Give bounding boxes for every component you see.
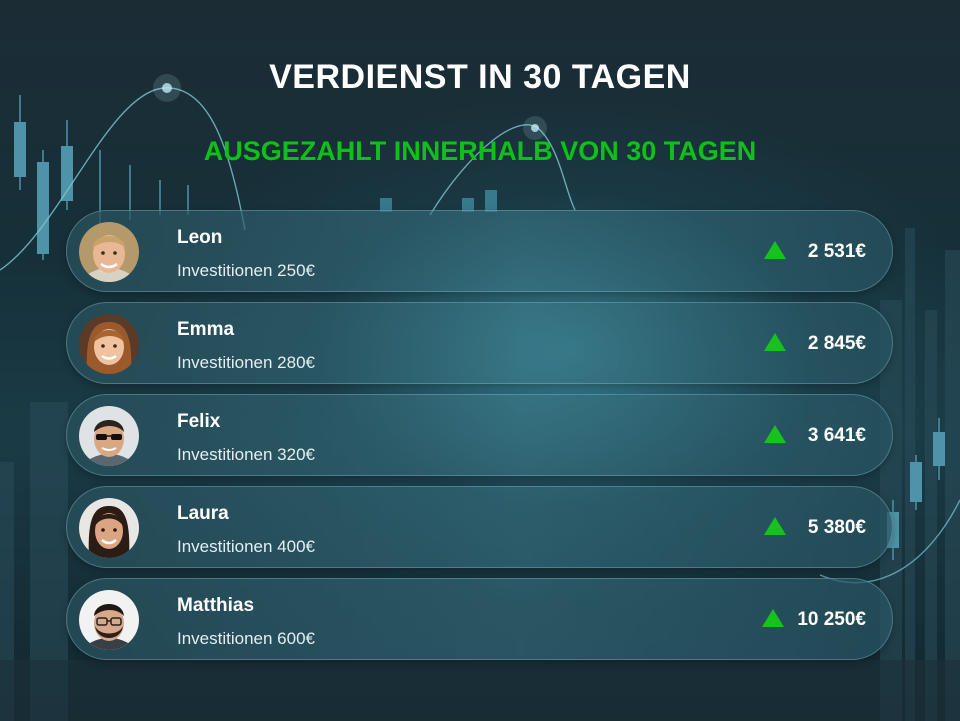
- earner-investment: Investitionen 400€: [177, 537, 315, 556]
- avatar-photo-icon: [79, 406, 139, 466]
- avatar-photo-icon: [79, 222, 139, 282]
- up-arrow-icon: [762, 609, 784, 627]
- earner-amount: 2 531€: [807, 241, 866, 262]
- earner-amount: 2 845€: [807, 333, 866, 354]
- earner-card: Emma Investitionen 280€ 2 845€: [66, 302, 893, 384]
- up-arrow-icon: [764, 241, 786, 259]
- earner-amount: 3 641€: [807, 425, 866, 446]
- earner-investment: Investitionen 320€: [177, 445, 315, 464]
- avatar: [79, 314, 139, 374]
- avatar: [79, 498, 139, 558]
- earner-amount: 10 250€: [797, 609, 866, 630]
- earner-card: Laura Investitionen 400€ 5 380€: [66, 486, 893, 568]
- earner-name: Laura: [177, 503, 229, 524]
- earner-card: Leon Investitionen 250€ 2 531€: [66, 210, 893, 292]
- earner-card: Matthias Investitionen 600€ 10 250€: [66, 578, 893, 660]
- earner-name: Felix: [177, 411, 221, 432]
- earner-investment: Investitionen 600€: [177, 629, 315, 648]
- avatar-photo-icon: [79, 590, 139, 650]
- earner-investment: Investitionen 250€: [177, 261, 315, 280]
- avatar: [79, 590, 139, 650]
- avatar: [79, 222, 139, 282]
- up-arrow-icon: [764, 517, 786, 535]
- earner-name: Matthias: [177, 595, 255, 616]
- avatar: [79, 406, 139, 466]
- earner-card: Felix Investitionen 320€ 3 641€: [66, 394, 893, 476]
- earner-name: Leon: [177, 227, 223, 248]
- page-title: VERDIENST IN 30 TAGEN: [269, 58, 691, 96]
- earner-name: Emma: [177, 319, 235, 340]
- earner-investment: Investitionen 280€: [177, 353, 315, 372]
- earner-amount: 5 380€: [807, 517, 866, 538]
- up-arrow-icon: [764, 333, 786, 351]
- up-arrow-icon: [764, 425, 786, 443]
- avatar-photo-icon: [79, 314, 139, 374]
- page-subtitle: AUSGEZAHLT INNERHALB VON 30 TAGEN: [203, 136, 757, 166]
- avatar-photo-icon: [79, 498, 139, 558]
